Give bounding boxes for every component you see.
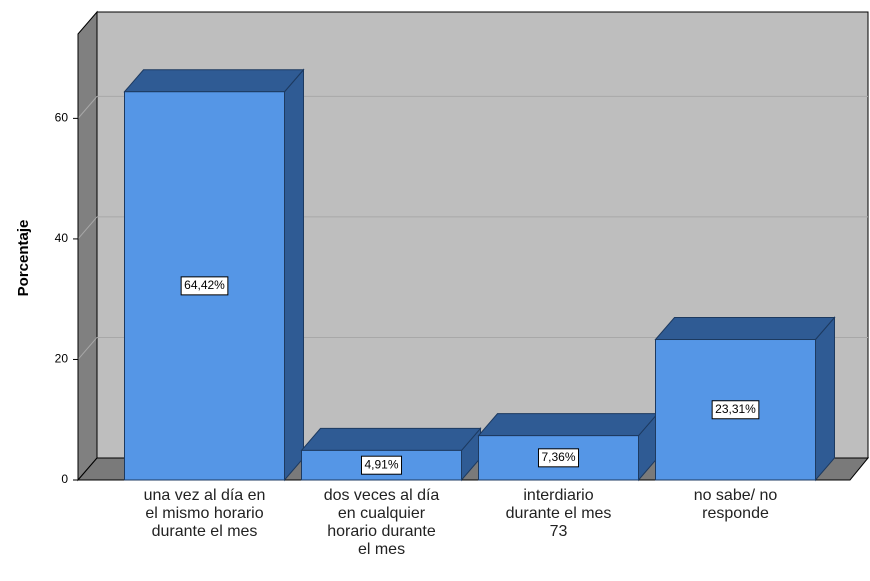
data-label: 7,36% [541,450,575,464]
bar-top [477,413,659,437]
bar-side [284,68,304,482]
data-label: 4,91% [364,457,398,471]
y-tick-label: 0 [61,472,68,486]
y-tick-label: 60 [55,111,69,125]
left-wall [77,10,98,482]
x-tick-label: una vez al día en el mismo horario duran… [143,487,266,540]
y-tick-label: 40 [55,231,69,245]
data-label-box [537,448,580,468]
data-label-box [711,400,760,420]
data-label: 64,42% [184,278,225,292]
y-tick-label: 20 [55,352,69,366]
bar-top [654,317,836,341]
x-tick-label: interdiario durante el mes 73 [505,487,612,540]
data-label: 23,31% [715,402,756,416]
bar-side [815,316,835,482]
bar-top [123,69,305,93]
x-tick-label: no sabe/ no responde [693,487,778,522]
data-label-box [360,455,403,475]
x-tick-label: dos veces al día en cualquier horario du… [323,487,440,558]
grid-line [77,96,98,119]
data-label-box [180,276,229,296]
grid-line [77,337,98,360]
bar-top [300,427,482,451]
grid-line [77,216,98,240]
y-axis-label: Porcentaje [15,220,32,297]
